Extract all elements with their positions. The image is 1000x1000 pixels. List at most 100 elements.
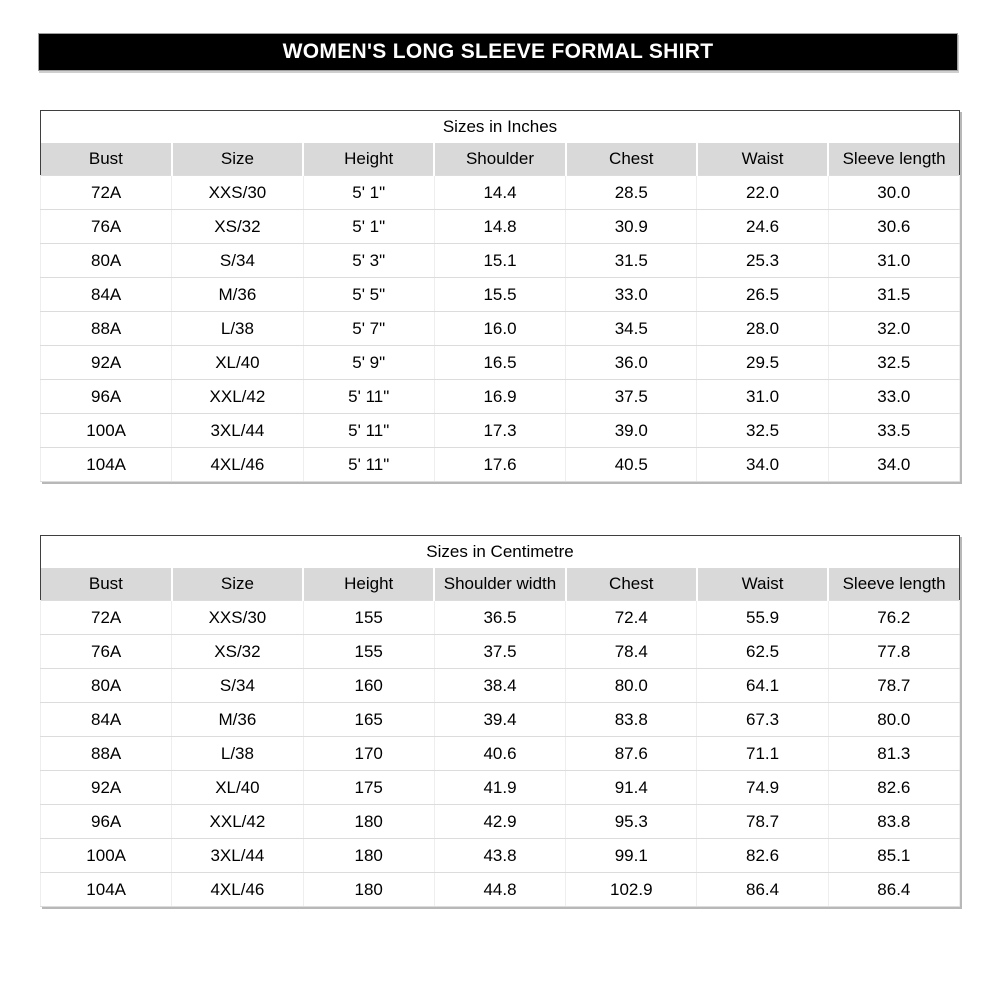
table-cell: 180 [302,872,435,907]
table-cell: 5' 11" [302,447,435,482]
table-row: 96A XXL/42 5' 11" 16.9 37.5 31.0 33.0 [39,379,961,414]
table-cell: 80A [39,243,173,278]
table-cell: 16.5 [433,345,567,380]
table-cell: 104A [39,872,173,907]
table-cell: 102.9 [565,872,698,907]
table-cell: 77.8 [827,634,961,669]
table-cell: 4XL/46 [171,447,304,482]
table-cell: XXL/42 [171,804,304,839]
table-cell: L/38 [171,311,304,346]
table-cell: 34.5 [565,311,698,346]
table-cell: 95.3 [565,804,698,839]
table-cell: 155 [302,634,435,669]
table-cell: 41.9 [433,770,567,805]
table-cell: 39.4 [433,702,567,737]
table-cell: 81.3 [827,736,961,771]
table-row: 96A XXL/42 180 42.9 95.3 78.7 83.8 [39,804,961,839]
table-cell: 28.5 [565,175,698,210]
table-cell: 88A [39,311,173,346]
table-cell: 32.0 [827,311,961,346]
table-cell: 34.0 [827,447,961,482]
table-cell: 24.6 [696,209,829,244]
table-cell: 30.0 [827,175,961,210]
table-cell: 29.5 [696,345,829,380]
column-header: Waist [695,568,830,601]
table-cell: S/34 [171,243,304,278]
table-cell: 34.0 [696,447,829,482]
table-cell: 83.8 [827,804,961,839]
table-row: 92A XL/40 175 41.9 91.4 74.9 82.6 [39,770,961,805]
table-cell: 5' 11" [302,413,435,448]
table-cell: 83.8 [565,702,698,737]
table-cell: 43.8 [433,838,567,873]
table-cell: 5' 7" [302,311,435,346]
table-row: 84A M/36 165 39.4 83.8 67.3 80.0 [39,702,961,737]
column-header: Size [170,143,305,176]
table-cell: 30.9 [565,209,698,244]
table-title-row: Sizes in Inches [40,110,960,143]
table-cell: 31.5 [565,243,698,278]
table-cell: 82.6 [696,838,829,873]
table-cell: 38.4 [433,668,567,703]
table-cell: 78.4 [565,634,698,669]
table-cell: 99.1 [565,838,698,873]
table-cell: 84A [39,702,173,737]
table-cell: 44.8 [433,872,567,907]
sizes-in-centimetre-table: Sizes in Centimetre Bust Size Height Should… [39,535,961,907]
table-cell: 155 [302,600,435,635]
table-cell: XL/40 [171,345,304,380]
table-cell: 92A [39,345,173,380]
table-row: 88A L/38 5' 7" 16.0 34.5 28.0 32.0 [39,311,961,346]
table-cell: 32.5 [696,413,829,448]
table-cell: 5' 3" [302,243,435,278]
table-cell: 39.0 [565,413,698,448]
table-row: 72A XXS/30 155 36.5 72.4 55.9 76.2 [39,600,961,635]
column-header: Height [302,568,436,601]
table-cell: 96A [39,804,173,839]
table-cell: XXS/30 [171,175,304,210]
table-cell: 4XL/46 [171,872,304,907]
table-cell: 84A [39,277,173,312]
table-cell: 36.5 [433,600,567,635]
table-cell: 15.5 [433,277,567,312]
table-cell: 31.5 [827,277,961,312]
table-cell: 74.9 [696,770,829,805]
column-header: Sleeve length [827,568,960,601]
column-header: Waist [695,143,830,176]
table-cell: 86.4 [827,872,961,907]
table-cell: 87.6 [565,736,698,771]
table-cell: 26.5 [696,277,829,312]
table-cell: 76A [39,209,173,244]
table-cell: 175 [302,770,435,805]
table-cell: 3XL/44 [171,838,304,873]
table-row: 84A M/36 5' 5" 15.5 33.0 26.5 31.5 [39,277,961,312]
table-row: 88A L/38 170 40.6 87.6 71.1 81.3 [39,736,961,771]
table-cell: 28.0 [696,311,829,346]
table-cell: 160 [302,668,435,703]
table-cell: 100A [39,838,173,873]
table-cell: 14.8 [433,209,567,244]
table-cell: 78.7 [827,668,961,703]
table-cell: 80.0 [565,668,698,703]
table-row: 104A 4XL/46 180 44.8 102.9 86.4 86.4 [39,872,961,907]
column-header: Shoulder width [433,568,567,601]
table-cell: 92A [39,770,173,805]
page-title: WOMEN'S LONG SLEEVE FORMAL SHIRT [282,40,714,63]
table-cell: XS/32 [171,634,304,669]
table-cell: 37.5 [565,379,698,414]
table-row: 80A S/34 160 38.4 80.0 64.1 78.7 [39,668,961,703]
column-header: Height [302,143,436,176]
column-header: Shoulder [433,143,567,176]
column-header: Size [170,568,305,601]
table-cell: 40.6 [433,736,567,771]
table-cell: 15.1 [433,243,567,278]
table-header-row: Bust Size Height Shoulder width Chest Waist Sl… [40,568,960,601]
table-cell: 30.6 [827,209,961,244]
table-row: 104A 4XL/46 5' 11" 17.6 40.5 34.0 34.0 [39,447,961,482]
table-cell: 5' 1" [302,175,435,210]
table-cell: XS/32 [171,209,304,244]
table-row: 92A XL/40 5' 9" 16.5 36.0 29.5 32.5 [39,345,961,380]
table-cell: 17.3 [433,413,567,448]
column-header: Bust [40,143,173,176]
table-cell: M/36 [171,702,304,737]
